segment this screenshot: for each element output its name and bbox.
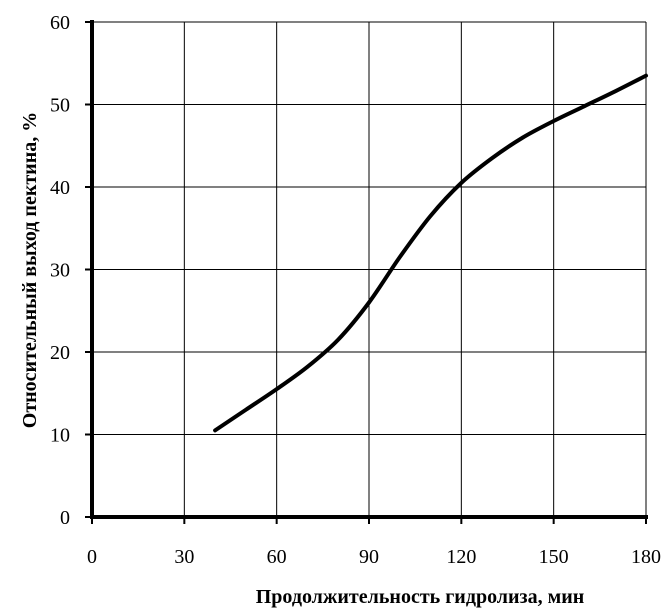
y-tick-label: 50 [50,95,70,117]
y-tick-label: 40 [50,177,70,199]
x-tick-label: 90 [359,546,379,568]
x-tick-label: 30 [174,546,194,568]
series-layer [213,73,648,433]
y-tick-label: 30 [50,260,70,282]
axes [85,20,648,524]
y-tick-label: 10 [50,425,70,447]
x-tick-label: 120 [446,546,476,568]
x-tick-label: 180 [631,546,661,568]
y-tick-label: 20 [50,342,70,364]
x-tick-label: 60 [267,546,287,568]
series-line-0 [213,73,648,433]
y-tick-label: 0 [60,507,70,529]
grid-lines [92,21,647,517]
y-tick-label: 60 [50,12,70,34]
x-tick-label: 0 [87,546,97,568]
tick-labels: 0 30 60 90 120 150 180 0 10 20 30 40 50 60 [50,12,661,568]
x-axis-title: Продолжительность гидролиза, мин [256,586,585,608]
x-tick-label: 150 [539,546,569,568]
y-axis-title: Относительный выход пектина, % [19,112,41,428]
